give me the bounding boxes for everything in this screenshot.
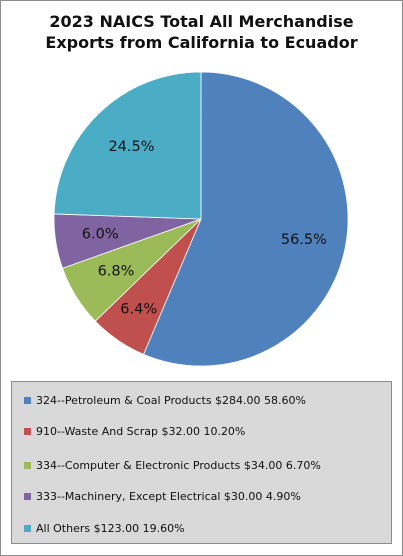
- pie-label-waste: 6.4%: [120, 302, 157, 318]
- legend: 324--Petroleum & Coal Products $284.00 5…: [11, 381, 392, 544]
- chart-title: 2023 NAICS Total All Merchandise Exports…: [1, 11, 402, 53]
- pie-slice-all-others: [53, 71, 202, 220]
- legend-label-all-others: All Others $123.00 19.60%: [36, 521, 185, 535]
- legend-item-all-others: All Others $123.00 19.60%: [24, 519, 185, 537]
- chart-title-line-1: 2023 NAICS Total All Merchandise: [49, 12, 354, 31]
- pie-slice-petroleum: [143, 71, 349, 367]
- legend-swatch-petroleum: [24, 396, 31, 404]
- legend-label-computer: 334--Computer & Electronic Products $34.…: [36, 458, 321, 472]
- legend-item-computer: 334--Computer & Electronic Products $34.…: [24, 456, 321, 474]
- legend-item-machinery: 333--Machinery, Except Electrical $30.00…: [24, 487, 301, 505]
- pie-label-computer: 6.8%: [98, 264, 135, 280]
- legend-label-petroleum: 324--Petroleum & Coal Products $284.00 5…: [36, 393, 306, 407]
- pie-chart: 56.5% 6.4% 6.8% 6.0% 24.5%: [53, 71, 349, 367]
- pie-label-petroleum: 56.5%: [281, 232, 327, 248]
- pie-label-machinery: 6.0%: [82, 227, 119, 243]
- legend-label-machinery: 333--Machinery, Except Electrical $30.00…: [36, 489, 301, 503]
- legend-item-petroleum: 324--Petroleum & Coal Products $284.00 5…: [24, 391, 306, 409]
- legend-swatch-all-others: [24, 524, 31, 532]
- legend-swatch-computer: [24, 461, 31, 469]
- legend-label-waste: 910--Waste And Scrap $32.00 10.20%: [36, 424, 246, 438]
- legend-item-waste: 910--Waste And Scrap $32.00 10.20%: [24, 422, 245, 440]
- legend-swatch-machinery: [24, 492, 31, 500]
- chart-title-line-2: Exports from California to Ecuador: [45, 33, 358, 52]
- legend-swatch-waste: [24, 427, 31, 435]
- pie-label-all-others: 24.5%: [108, 139, 154, 155]
